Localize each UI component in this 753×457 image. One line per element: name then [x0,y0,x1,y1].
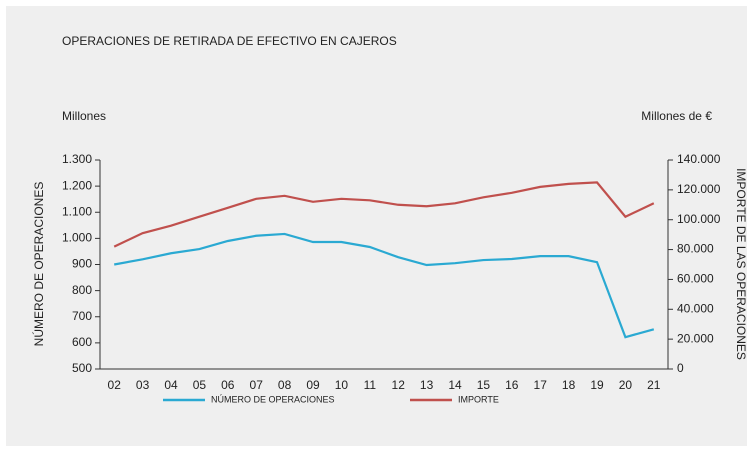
x-tick-label: 15 [477,378,491,392]
x-tick-label: 19 [590,378,604,392]
y-unit: Millones [62,109,106,123]
x-tick-label: 14 [448,378,462,392]
y-tick-label: 800 [72,283,92,297]
series-line [114,232,655,339]
y-tick-label: 700 [72,309,92,323]
y2-tick-label: 140.000 [677,152,721,166]
legend-label: IMPORTE [458,394,499,404]
y2-tick-label: 120.000 [677,182,721,196]
x-tick-label: 10 [335,378,349,392]
x-tick-label: 08 [278,378,292,392]
y2-tick-label: 80.000 [677,242,714,256]
x-tick-label: 20 [619,378,633,392]
y-tick-label: 1.100 [62,204,92,218]
x-tick-label: 05 [193,378,207,392]
x-tick-label: 06 [221,378,235,392]
legend-label: NÚMERO DE OPERACIONES [211,394,335,404]
y2-tick-label: 100.000 [677,212,721,226]
y2-tick-label: 20.000 [677,331,714,345]
y-tick-label: 1.200 [62,178,92,192]
x-tick-label: 12 [392,378,406,392]
y-axis-label: NÚMERO DE OPERACIONES [31,182,46,347]
y-tick-label: 500 [72,361,92,375]
y2-axis-label: IMPORTE DE LAS OPERACIONES [734,168,748,360]
x-tick-label: 02 [108,378,122,392]
x-tick-label: 04 [164,378,178,392]
y2-tick-label: 40.000 [677,301,714,315]
x-tick-label: 07 [250,378,264,392]
y2-tick-label: 0 [677,361,684,375]
background [6,6,747,446]
x-tick-label: 11 [364,378,377,392]
y-tick-label: 1.300 [62,152,92,166]
y2-tick-label: 60.000 [677,272,714,286]
x-tick-label: 13 [420,378,434,392]
y2-unit: Millones de € [641,109,712,123]
y-tick-label: 600 [72,335,92,349]
x-tick-label: 03 [136,378,150,392]
y-tick-label: 900 [72,257,92,271]
x-tick-label: 18 [562,378,576,392]
x-tick-label: 21 [647,378,661,392]
series-line [113,181,655,248]
chart-title: OPERACIONES DE RETIRADA DE EFECTIVO EN C… [62,34,397,48]
y-tick-label: 1.000 [62,231,92,245]
x-tick-label: 17 [534,378,548,392]
x-tick-label: 16 [505,378,519,392]
x-tick-label: 09 [306,378,320,392]
